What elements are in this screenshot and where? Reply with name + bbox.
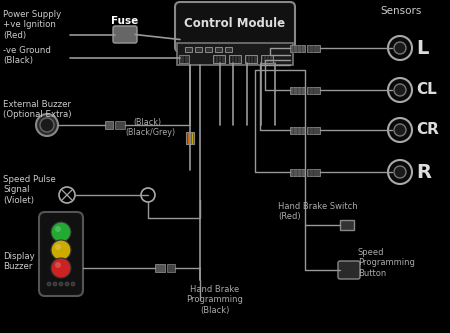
FancyBboxPatch shape <box>307 87 320 94</box>
FancyBboxPatch shape <box>290 168 305 175</box>
FancyBboxPatch shape <box>215 47 222 52</box>
FancyBboxPatch shape <box>307 45 320 52</box>
Circle shape <box>65 282 69 286</box>
FancyBboxPatch shape <box>229 55 241 63</box>
Circle shape <box>394 84 406 96</box>
Text: External Buzzer
(Optional Extra): External Buzzer (Optional Extra) <box>3 100 72 120</box>
Circle shape <box>59 282 63 286</box>
Circle shape <box>388 118 412 142</box>
FancyBboxPatch shape <box>261 55 273 63</box>
FancyBboxPatch shape <box>177 43 293 65</box>
Circle shape <box>71 282 75 286</box>
Circle shape <box>394 42 406 54</box>
FancyBboxPatch shape <box>115 121 125 129</box>
Circle shape <box>59 187 75 203</box>
Text: (Black): (Black) <box>133 118 161 127</box>
FancyBboxPatch shape <box>205 47 212 52</box>
FancyBboxPatch shape <box>245 55 257 63</box>
Circle shape <box>55 262 61 268</box>
Circle shape <box>40 118 54 132</box>
Text: Sensors: Sensors <box>380 6 421 16</box>
FancyBboxPatch shape <box>195 47 202 52</box>
Circle shape <box>388 160 412 184</box>
FancyBboxPatch shape <box>105 121 113 129</box>
Text: (Black/Grey): (Black/Grey) <box>125 128 175 137</box>
Text: Power Supply
+ve Ignition
(Red): Power Supply +ve Ignition (Red) <box>3 10 61 40</box>
Text: Control Module: Control Module <box>184 17 286 30</box>
FancyBboxPatch shape <box>225 47 232 52</box>
FancyBboxPatch shape <box>290 87 305 94</box>
Circle shape <box>55 244 61 250</box>
Text: Fuse: Fuse <box>112 16 139 26</box>
Text: Speed
Programming
Button: Speed Programming Button <box>358 248 415 278</box>
Circle shape <box>394 124 406 136</box>
Circle shape <box>36 114 58 136</box>
Circle shape <box>51 222 71 242</box>
Text: R: R <box>416 163 431 181</box>
Text: -ve Ground
(Black): -ve Ground (Black) <box>3 46 51 65</box>
Circle shape <box>141 188 155 202</box>
FancyBboxPatch shape <box>155 264 165 272</box>
FancyBboxPatch shape <box>340 220 354 230</box>
FancyBboxPatch shape <box>186 132 194 144</box>
Text: Display
Buzzer: Display Buzzer <box>3 252 35 271</box>
Circle shape <box>53 282 57 286</box>
Circle shape <box>388 78 412 102</box>
Circle shape <box>47 282 51 286</box>
Circle shape <box>51 258 71 278</box>
FancyBboxPatch shape <box>290 127 305 134</box>
FancyBboxPatch shape <box>307 127 320 134</box>
FancyBboxPatch shape <box>167 264 175 272</box>
FancyBboxPatch shape <box>338 261 360 279</box>
Text: Hand Brake Switch
(Red): Hand Brake Switch (Red) <box>278 202 358 221</box>
FancyBboxPatch shape <box>213 55 225 63</box>
Text: L: L <box>416 39 428 58</box>
Circle shape <box>394 166 406 178</box>
FancyBboxPatch shape <box>179 55 189 63</box>
Text: Speed Pulse
Signal
(Violet): Speed Pulse Signal (Violet) <box>3 175 56 205</box>
FancyBboxPatch shape <box>185 47 192 52</box>
FancyBboxPatch shape <box>113 26 137 43</box>
FancyBboxPatch shape <box>39 212 83 296</box>
Circle shape <box>388 36 412 60</box>
Text: CL: CL <box>416 83 437 98</box>
Circle shape <box>51 240 71 260</box>
FancyBboxPatch shape <box>307 168 320 175</box>
Text: CR: CR <box>416 123 439 138</box>
Circle shape <box>55 226 61 232</box>
FancyBboxPatch shape <box>290 45 305 52</box>
FancyBboxPatch shape <box>175 2 295 52</box>
Text: Hand Brake
Programming
(Black): Hand Brake Programming (Black) <box>187 285 243 315</box>
